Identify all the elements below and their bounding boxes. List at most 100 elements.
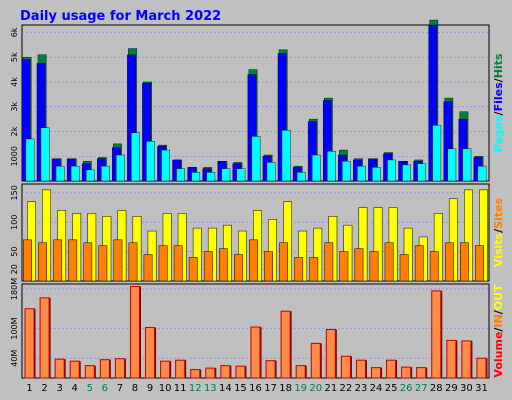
legend-part: / [492, 77, 505, 82]
day-label: 11 [174, 383, 187, 394]
bar-pages [85, 169, 95, 182]
bar-volume [175, 359, 186, 379]
bar-pages [432, 125, 442, 182]
panel-legend-label: Visits/Sites [492, 197, 505, 267]
bar-sites [173, 245, 183, 282]
bar-pages [296, 172, 306, 182]
y-tick-label: 5k [10, 52, 19, 62]
day-label: 9 [147, 383, 153, 394]
bar-sites [234, 254, 243, 282]
bar-sites [23, 239, 32, 282]
bar-sites [339, 251, 349, 282]
day-label: 31 [475, 383, 488, 394]
bar-volume [280, 310, 291, 379]
day-label: 7 [117, 383, 123, 394]
y-tick-label: 180M [10, 278, 19, 300]
bar-volume [190, 369, 201, 379]
y-tick-label: 20 [10, 264, 19, 274]
day-label: 25 [385, 383, 398, 394]
day-label: 6 [102, 383, 108, 394]
y-tick-label: 1000 [10, 146, 19, 166]
bar-pages [417, 163, 427, 182]
bar-pages [25, 138, 35, 182]
legend-part: Hits [492, 53, 505, 78]
bar-volume [295, 365, 306, 379]
day-label: 22 [340, 383, 353, 394]
bar-volume [160, 360, 171, 379]
y-tick-label: 6k [10, 27, 19, 37]
bar-pages [372, 167, 381, 182]
bar-volume [416, 367, 427, 379]
y-tick-label: 4k [10, 77, 19, 87]
day-label: 15 [234, 383, 247, 394]
bar-volume [99, 359, 110, 379]
day-label: 30 [460, 383, 473, 394]
bar-sites [53, 239, 63, 282]
bar-sites [384, 242, 394, 282]
day-label: 5 [87, 383, 93, 394]
legend-part: OUT [492, 284, 505, 310]
day-label: 21 [324, 383, 337, 394]
bar-pages [146, 141, 155, 182]
bar-volume [24, 308, 35, 379]
bar-pages [40, 127, 50, 182]
bar-pages [281, 130, 291, 182]
day-label: 18 [279, 383, 292, 394]
legend-part: IN [492, 314, 505, 327]
bar-sites [354, 248, 364, 282]
bar-volume [39, 297, 50, 379]
bar-pages [161, 149, 170, 182]
day-label: 2 [41, 383, 47, 394]
legend-part: Volume [492, 332, 505, 378]
bar-pages [447, 148, 457, 182]
bar-pages [55, 165, 65, 182]
day-label: 27 [415, 383, 428, 394]
bar-sites [113, 239, 123, 282]
bar-pages [311, 154, 321, 182]
chart-panels: 10002k3k4k5k6kPages/Files/Hits2050100150… [10, 19, 505, 379]
y-tick-label: 150 [10, 185, 19, 200]
bar-pages [266, 162, 276, 182]
bar-volume [145, 327, 156, 379]
bar-sites [294, 257, 304, 282]
bar-sites [143, 254, 153, 282]
bar-sites [414, 245, 424, 282]
day-labels: 1 2 3 4 5 6 7 8 9 10 11 12 13 14 15 16 17 18 19 20 21 22 23 24 2… [26, 383, 487, 394]
day-label: 10 [159, 383, 172, 394]
bar-pages [477, 165, 487, 182]
bar-volume [355, 359, 366, 379]
y-tick-label: 100 [10, 215, 19, 230]
bar-sites [324, 242, 334, 282]
day-label: 23 [355, 383, 368, 394]
bar-pages [357, 165, 366, 182]
bar-pages [462, 148, 472, 182]
bar-pages [70, 165, 80, 182]
bar-pages [191, 172, 201, 182]
bar-volume [220, 365, 231, 379]
day-label: 20 [309, 383, 322, 394]
bar-sites [264, 251, 273, 282]
bar-pages [131, 132, 140, 182]
bar-volume [310, 342, 321, 379]
bar-sites [83, 242, 93, 282]
bar-sites [38, 242, 47, 282]
day-label: 1 [26, 383, 32, 394]
panel-legend-label: Volume/IN/OUT [492, 284, 505, 378]
day-label: 19 [294, 383, 307, 394]
bar-volume [205, 367, 216, 379]
panel-legend-label: Pages/Files/Hits [492, 53, 505, 152]
day-label: 29 [445, 383, 458, 394]
day-label: 3 [56, 383, 62, 394]
bar-volume [325, 329, 336, 379]
bar-pages [206, 172, 216, 182]
bar-volume [84, 365, 95, 379]
day-label: 28 [430, 383, 443, 394]
panel-visits-sites: 20 50 100 150 Visits/Sites [10, 183, 505, 282]
bar-sites [218, 248, 228, 282]
bar-sites [475, 245, 484, 282]
bar-volume [265, 360, 276, 379]
bar-pages [342, 160, 351, 182]
